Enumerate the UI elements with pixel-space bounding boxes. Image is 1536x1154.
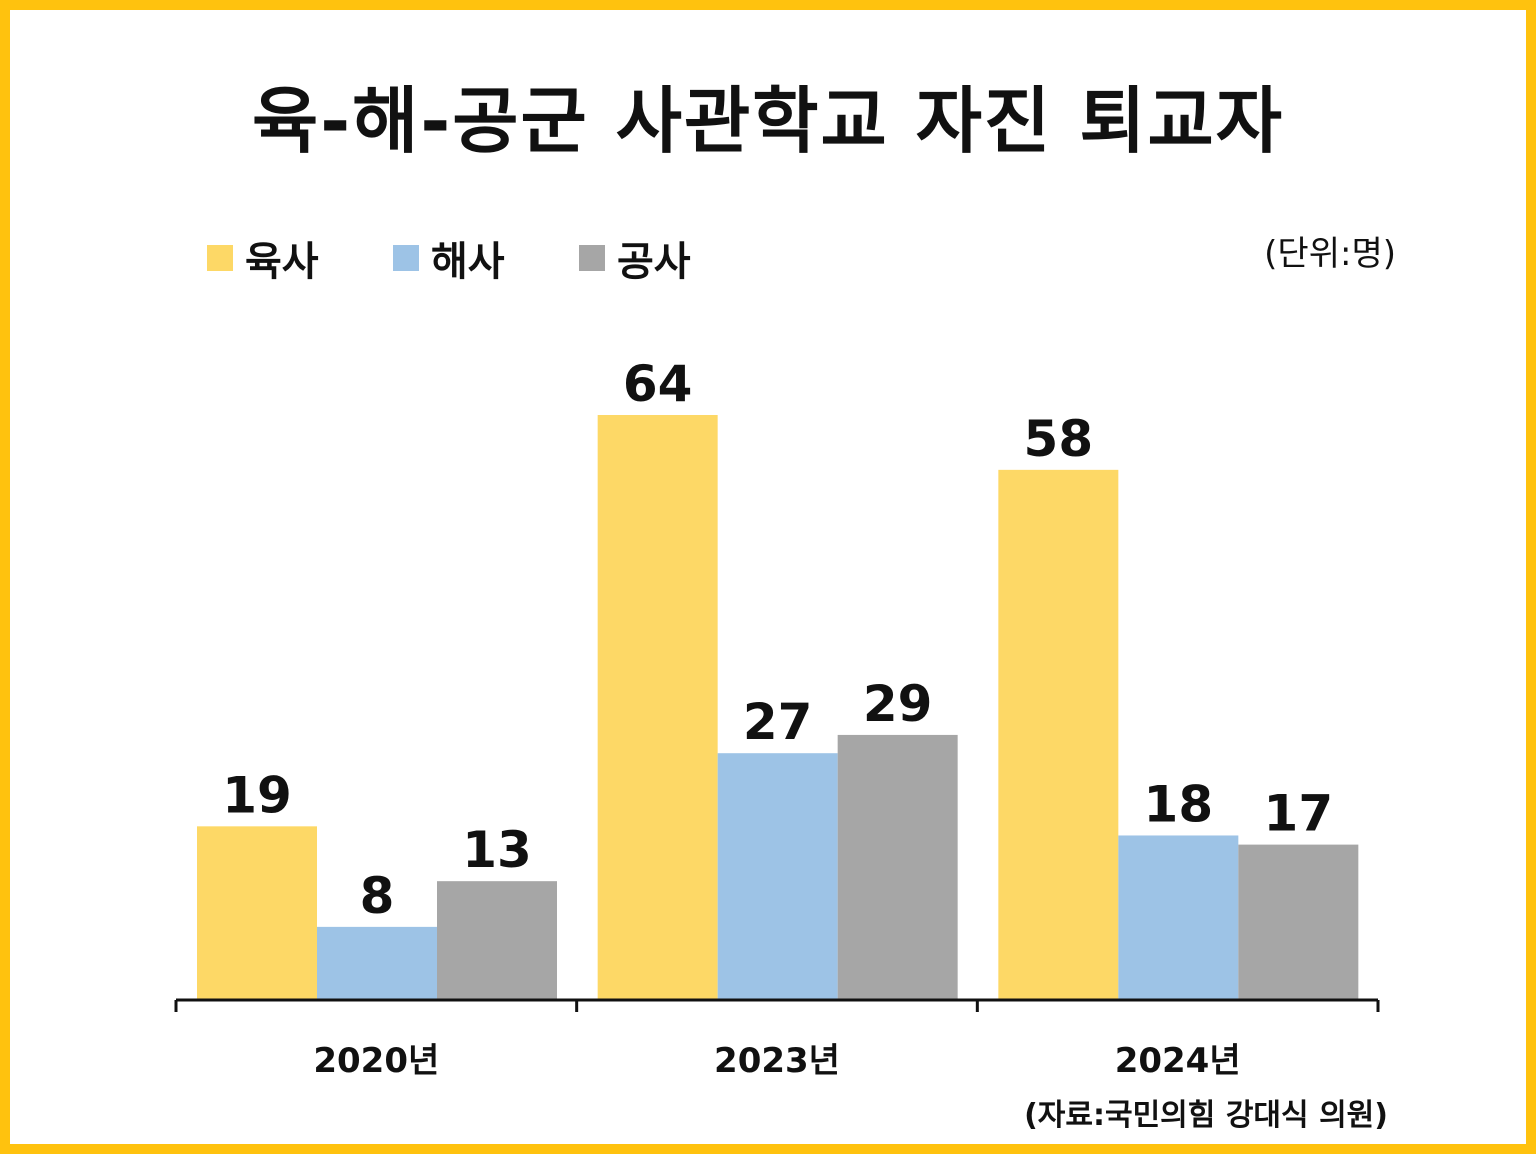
- bar-공사-2024년: [1238, 844, 1359, 1000]
- legend-item-series-0: 육사: [207, 228, 319, 288]
- bar-공사-2023년: [837, 734, 958, 1000]
- source-label: (자료:국민의힘 강대식 의원): [1024, 1098, 1388, 1133]
- legend: 육사 해사 공사: [0, 228, 1536, 288]
- legend-label: 해사: [431, 239, 505, 285]
- data-label: 64: [623, 355, 693, 413]
- data-label: 17: [1264, 785, 1334, 843]
- data-label: 8: [360, 867, 395, 925]
- bar-해사-2024년: [1118, 835, 1239, 1000]
- legend-label: 공사: [617, 239, 691, 285]
- x-tick-label: 2020년: [313, 1041, 439, 1081]
- x-tick-label: 2024년: [1115, 1041, 1241, 1081]
- data-label: 13: [462, 821, 532, 879]
- legend-swatch: [393, 245, 419, 271]
- data-label: 27: [743, 693, 813, 751]
- data-label: 18: [1144, 775, 1214, 833]
- bar-해사-2023년: [717, 753, 838, 1000]
- bar-해사-2020년: [317, 926, 437, 1000]
- data-label: 19: [222, 766, 292, 824]
- bar-육사-2020년: [197, 826, 317, 1000]
- x-tick-label: 2023년: [714, 1041, 840, 1081]
- data-label: 58: [1024, 410, 1094, 468]
- bar-육사-2023년: [597, 415, 718, 1000]
- unit-label: (단위:명): [1264, 234, 1396, 274]
- legend-swatch: [207, 245, 233, 271]
- bar-육사-2024년: [998, 469, 1119, 1000]
- legend-swatch: [579, 245, 605, 271]
- chart-title: 육-해-공군 사관학교 자진 퇴교자: [251, 79, 1285, 163]
- legend-item-series-2: 공사: [579, 228, 691, 288]
- legend-item-series-1: 해사: [393, 228, 505, 288]
- bar-공사-2020년: [437, 881, 557, 1000]
- legend-label: 육사: [245, 239, 319, 285]
- data-label: 29: [863, 675, 933, 733]
